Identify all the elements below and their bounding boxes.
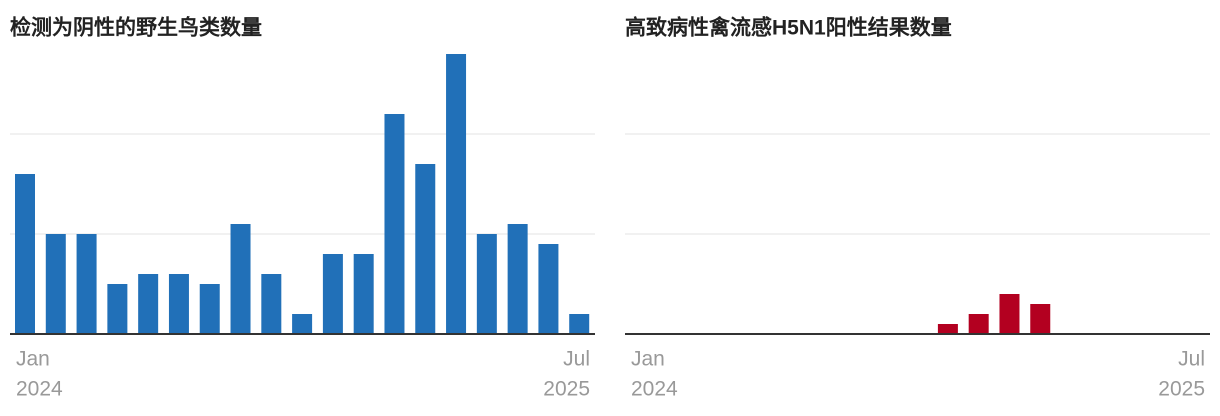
bar — [353, 254, 374, 334]
x-tick-label: Jul — [563, 348, 590, 371]
bar — [76, 234, 97, 334]
bar — [261, 274, 282, 334]
bar — [230, 224, 251, 334]
bar — [384, 114, 405, 334]
bar — [968, 314, 989, 334]
bar — [322, 254, 343, 334]
bar — [199, 284, 220, 334]
bar — [999, 294, 1020, 334]
bar — [507, 224, 528, 334]
bar — [937, 324, 958, 334]
bar — [415, 164, 436, 334]
x-tick-label: 2025 — [1158, 378, 1205, 401]
x-tick-label: 2024 — [16, 378, 63, 401]
x-tick-label: 2024 — [631, 378, 678, 401]
chart-title: 高致病性禽流感H5N1阳性结果数量 — [625, 16, 952, 40]
bar — [446, 54, 467, 334]
x-tick-label: Jan — [16, 348, 50, 371]
bar — [569, 314, 590, 334]
bar — [138, 274, 159, 334]
x-tick-label: Jan — [631, 348, 665, 371]
bar — [107, 284, 128, 334]
bar — [1030, 304, 1051, 334]
bar — [15, 174, 35, 334]
bar — [538, 244, 559, 334]
x-tick-label: Jul — [1178, 348, 1205, 371]
chart-title: 检测为阴性的野生鸟类数量 — [10, 16, 262, 40]
bar — [168, 274, 189, 334]
bar — [476, 234, 497, 334]
x-tick-label: 2025 — [543, 378, 590, 401]
bar — [292, 314, 313, 334]
bar — [45, 234, 66, 334]
